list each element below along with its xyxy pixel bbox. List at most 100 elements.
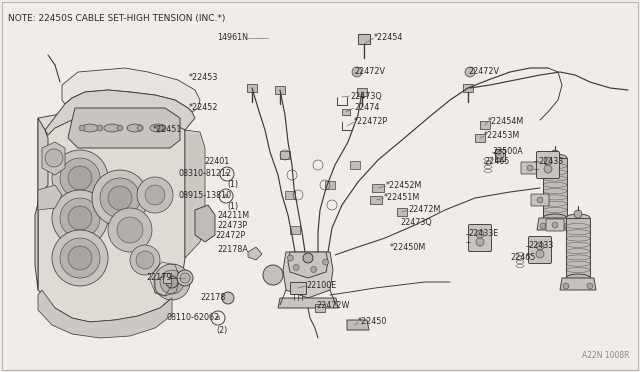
Text: 22473Q: 22473Q (350, 92, 381, 100)
Circle shape (574, 210, 582, 218)
Polygon shape (537, 218, 573, 230)
Circle shape (52, 150, 108, 206)
Text: *22451M: *22451M (384, 193, 420, 202)
Text: 08110-62062: 08110-62062 (167, 314, 220, 323)
Circle shape (552, 222, 558, 228)
Circle shape (293, 264, 299, 270)
FancyBboxPatch shape (536, 151, 559, 179)
Circle shape (536, 250, 544, 258)
Circle shape (303, 253, 313, 263)
Text: B: B (216, 315, 220, 321)
Ellipse shape (104, 124, 120, 132)
Circle shape (563, 283, 569, 289)
Ellipse shape (543, 154, 567, 162)
Circle shape (160, 270, 184, 294)
Ellipse shape (566, 274, 590, 282)
Text: (1): (1) (227, 180, 238, 189)
Text: *22450M: *22450M (390, 244, 426, 253)
Ellipse shape (127, 124, 143, 132)
Polygon shape (62, 68, 200, 112)
Bar (280, 151, 290, 159)
Circle shape (79, 125, 85, 131)
Circle shape (352, 67, 362, 77)
Text: *22453: *22453 (189, 74, 218, 83)
Circle shape (52, 230, 108, 286)
Bar (350, 161, 360, 169)
Bar (163, 273, 171, 283)
Bar (285, 191, 295, 199)
Text: 22465: 22465 (510, 253, 536, 263)
Circle shape (220, 167, 234, 181)
Polygon shape (248, 247, 262, 260)
Circle shape (92, 170, 148, 226)
Polygon shape (68, 108, 180, 148)
Polygon shape (38, 185, 62, 210)
Circle shape (544, 165, 552, 173)
Ellipse shape (150, 124, 166, 132)
Text: 24211M: 24211M (218, 212, 250, 221)
Circle shape (108, 186, 132, 210)
Circle shape (311, 266, 317, 272)
Circle shape (68, 166, 92, 190)
Text: 22474: 22474 (354, 103, 380, 112)
Text: A22N 1008R: A22N 1008R (582, 351, 630, 360)
Circle shape (136, 251, 154, 269)
Circle shape (60, 198, 100, 238)
Text: (1): (1) (227, 202, 238, 211)
FancyBboxPatch shape (546, 219, 564, 231)
Text: *22453M: *22453M (484, 131, 520, 141)
Bar (543, 158, 567, 218)
Text: 22433: 22433 (528, 241, 553, 250)
Circle shape (222, 292, 234, 304)
Bar (315, 304, 325, 312)
Polygon shape (288, 252, 328, 278)
Polygon shape (185, 130, 205, 258)
Circle shape (130, 245, 160, 275)
Circle shape (323, 259, 329, 265)
Text: 22465: 22465 (484, 157, 509, 167)
Text: *22472P: *22472P (354, 118, 388, 126)
Circle shape (263, 265, 283, 285)
Polygon shape (38, 95, 185, 322)
Bar (290, 282, 306, 294)
Text: *22451: *22451 (152, 125, 182, 135)
Circle shape (496, 151, 504, 159)
Bar (475, 134, 485, 142)
Polygon shape (195, 205, 215, 242)
Circle shape (544, 157, 552, 165)
Text: 22100E: 22100E (306, 282, 336, 291)
Text: 22178A: 22178A (217, 246, 248, 254)
Circle shape (476, 230, 484, 238)
Circle shape (211, 311, 225, 325)
Text: 22473P: 22473P (218, 221, 248, 231)
FancyBboxPatch shape (529, 237, 552, 263)
Bar (275, 86, 285, 94)
Ellipse shape (82, 124, 98, 132)
Polygon shape (38, 290, 172, 338)
Text: 08915-13810: 08915-13810 (179, 192, 232, 201)
Circle shape (68, 246, 92, 270)
Circle shape (52, 190, 108, 246)
Circle shape (536, 242, 544, 250)
Circle shape (180, 273, 190, 283)
Polygon shape (283, 252, 333, 298)
Text: 23500A: 23500A (492, 148, 523, 157)
Bar (357, 88, 367, 96)
Text: *22452M: *22452M (386, 182, 422, 190)
Text: *22454: *22454 (374, 33, 403, 42)
Circle shape (117, 217, 143, 243)
Circle shape (287, 255, 293, 261)
Text: 14961N: 14961N (217, 33, 248, 42)
Circle shape (166, 276, 178, 288)
Circle shape (540, 223, 546, 229)
Bar (463, 84, 473, 92)
Text: 22433: 22433 (538, 157, 563, 167)
Circle shape (537, 197, 543, 203)
Circle shape (145, 185, 165, 205)
Ellipse shape (543, 214, 567, 222)
Text: 22433E: 22433E (468, 230, 499, 238)
Text: *22450: *22450 (358, 317, 387, 327)
Text: *22452: *22452 (189, 103, 218, 112)
Text: NOTE: 22450S CABLE SET-HIGH TENSION (INC.*): NOTE: 22450S CABLE SET-HIGH TENSION (INC… (8, 14, 225, 23)
Circle shape (68, 206, 92, 230)
